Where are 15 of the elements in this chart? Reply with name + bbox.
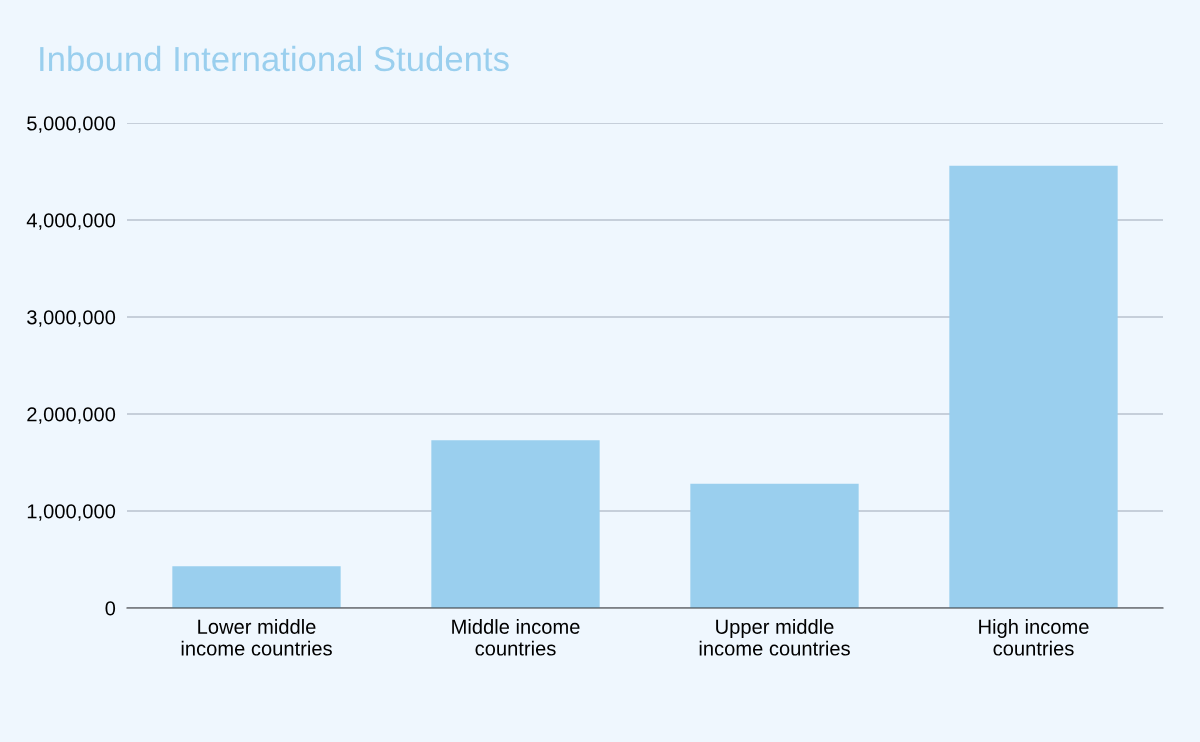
chart-title: Inbound International Students [40,45,509,72]
x-tick-label: Upper middle income countries [699,619,850,656]
y-tick-label: 3,000,000 [27,310,116,327]
x-tick-label: High income countries [979,619,1089,656]
bar [690,483,859,608]
y-tick-label: 1,000,000 [27,504,116,521]
bar [431,440,600,608]
bar [172,566,341,608]
x-tick-label: Lower middle income countries [181,619,332,656]
y-tick-label: 2,000,000 [27,407,116,424]
y-tick-label: 0 [105,601,116,616]
y-tick-label: 5,000,000 [27,116,116,133]
y-tick-label: 4,000,000 [26,213,116,230]
bar [949,165,1118,608]
x-tick-label: Middle income countries [452,619,580,656]
